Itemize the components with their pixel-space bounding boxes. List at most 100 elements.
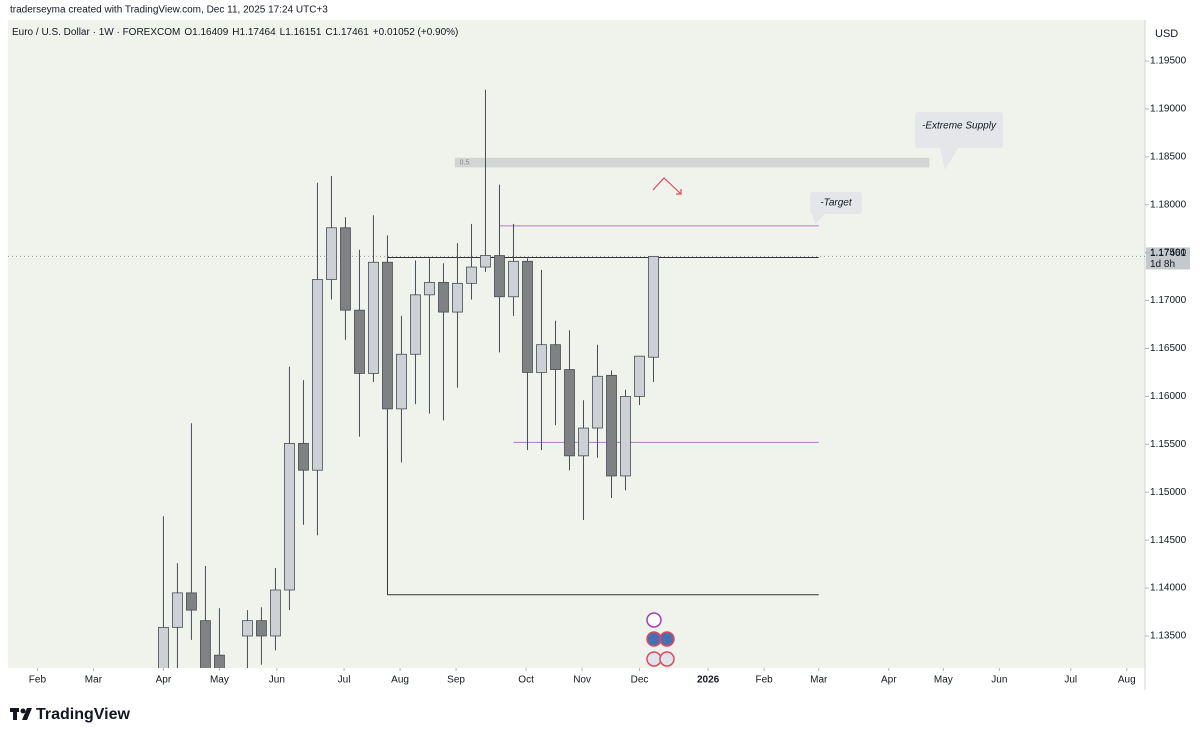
body — [494, 255, 505, 298]
time-axis — [8, 668, 1145, 690]
x-tick-label: Sep — [447, 675, 465, 686]
body — [592, 375, 603, 429]
candle — [424, 258, 435, 414]
symbol-info: Euro / U.S. Dollar · 1W · FOREXCOM O1.164… — [12, 27, 458, 38]
event-icons — [646, 612, 675, 667]
candle — [284, 366, 295, 611]
body — [536, 344, 547, 373]
body — [522, 260, 533, 373]
body — [550, 344, 561, 370]
body — [508, 260, 519, 298]
candle — [452, 243, 463, 388]
credit: traderseyma created with TradingView.com… — [10, 5, 328, 16]
body — [158, 626, 169, 668]
last-price-badge — [1146, 247, 1190, 270]
body — [564, 369, 575, 457]
ohlc-value: C1.17461 — [325, 27, 369, 38]
candle — [214, 608, 225, 668]
body — [242, 620, 253, 637]
x-tick-label: Apr — [156, 675, 172, 686]
body — [312, 279, 323, 471]
y-tick-label: 1.19500 — [1150, 56, 1187, 67]
candle — [648, 256, 659, 382]
y-tick-label: 1.17500 — [1150, 247, 1187, 258]
body — [382, 261, 393, 410]
ohlc-value: L1.16151 — [280, 27, 322, 38]
body — [424, 281, 435, 296]
x-tick-label: 2026 — [697, 675, 720, 686]
x-tick-label: Mar — [810, 675, 828, 686]
body — [298, 442, 309, 471]
x-tick-label: Mar — [85, 675, 103, 686]
candle — [522, 258, 533, 451]
body — [200, 620, 211, 668]
body — [634, 355, 645, 397]
callout — [810, 192, 862, 214]
candle — [550, 320, 561, 426]
y-tick-label: 1.15500 — [1150, 439, 1187, 450]
body — [270, 589, 281, 637]
candle — [158, 516, 169, 668]
candle — [606, 370, 617, 498]
x-tick-label: Nov — [573, 675, 591, 686]
candle — [396, 315, 407, 463]
countdown: 1d 8h — [1150, 259, 1175, 270]
candle — [620, 389, 631, 491]
body — [256, 620, 267, 637]
x-tick-label: Jun — [269, 675, 285, 686]
body — [648, 256, 659, 358]
x-tick-label: Aug — [391, 675, 409, 686]
last-price-label: 1.17461 — [1150, 248, 1187, 259]
y-tick-label: 1.17000 — [1150, 295, 1187, 306]
candle — [438, 263, 449, 421]
supply-zone — [454, 157, 930, 168]
y-tick-label: 1.13500 — [1150, 631, 1187, 642]
candle — [382, 235, 393, 450]
body — [438, 281, 449, 313]
x-tick-label: Jul — [1064, 675, 1077, 686]
currency: USD — [1155, 28, 1178, 40]
annotation: -Extreme Supply — [922, 121, 997, 132]
annotation: -Target — [820, 198, 853, 209]
x-tick-label: May — [210, 675, 229, 686]
y-tick-label: 1.14000 — [1150, 583, 1187, 594]
candle — [172, 563, 183, 668]
y-tick-label: 1.19000 — [1150, 104, 1187, 115]
brand: TradingView — [36, 706, 131, 723]
body — [480, 255, 491, 268]
body — [284, 442, 295, 591]
body — [186, 592, 197, 611]
body — [396, 353, 407, 410]
y-tick-label: 1.14500 — [1150, 535, 1187, 546]
x-tick-label: Dec — [631, 675, 649, 686]
callout-tail — [812, 214, 825, 224]
callout — [915, 112, 1003, 148]
plot: 0.5 — [8, 89, 1145, 668]
body — [172, 592, 183, 628]
candle — [592, 344, 603, 458]
zone-label: 0.5 — [460, 159, 470, 166]
y-tick-label: 1.18500 — [1150, 151, 1187, 162]
arrow — [652, 177, 682, 195]
x-tick-label: Feb — [756, 675, 774, 686]
body — [368, 261, 379, 374]
candle — [186, 423, 197, 640]
candle — [242, 610, 253, 668]
body — [326, 227, 337, 280]
candle — [256, 607, 267, 665]
x-tick-label: Jul — [338, 675, 351, 686]
x-tick-label: Apr — [881, 675, 897, 686]
candle — [270, 567, 281, 651]
symbol: Euro / U.S. Dollar · 1W · FOREXCOM — [12, 27, 180, 38]
candle — [298, 380, 309, 525]
y-tick-label: 1.16000 — [1150, 391, 1187, 402]
ohlc-value: O1.16409 — [184, 27, 228, 38]
body — [354, 309, 365, 374]
y-tick-label: 1.15000 — [1150, 487, 1187, 498]
y-tick-label: 1.18000 — [1150, 199, 1187, 210]
candle — [494, 184, 505, 353]
candle — [340, 217, 351, 340]
candle — [466, 223, 477, 300]
